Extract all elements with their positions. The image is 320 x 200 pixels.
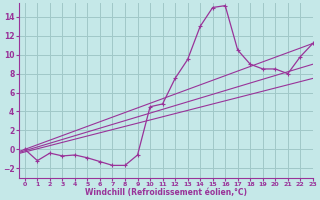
X-axis label: Windchill (Refroidissement éolien,°C): Windchill (Refroidissement éolien,°C) <box>85 188 247 197</box>
